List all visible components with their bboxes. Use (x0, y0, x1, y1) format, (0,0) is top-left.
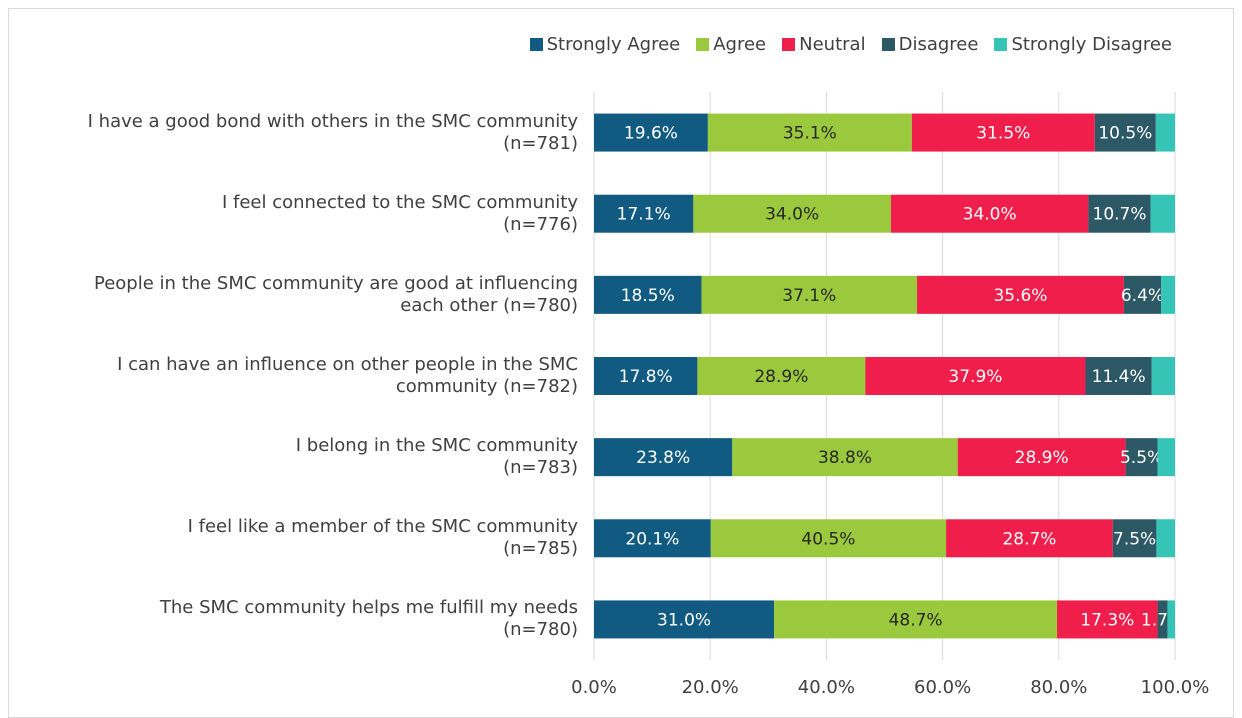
legend-item: Neutral (782, 34, 866, 55)
category-label: I have a good bond with others in the SM… (87, 110, 578, 154)
x-tick-label: 100.0% (1141, 677, 1210, 698)
bar-segment (1094, 113, 1156, 152)
bar-segment (1156, 519, 1175, 558)
bar-segment (594, 519, 711, 558)
bar-segment (946, 519, 1113, 558)
bar-segment (774, 600, 1058, 639)
legend-label: Strongly Agree (546, 34, 681, 55)
bar-segment (1167, 600, 1175, 639)
bar-segment (890, 194, 1089, 233)
data-label: 18.5% (621, 286, 675, 306)
category-label: I feel connected to the SMC community (n… (221, 191, 578, 235)
legend-label: Neutral (799, 34, 866, 55)
data-label: 17.3% (1080, 610, 1134, 630)
bar-segment (917, 275, 1124, 314)
data-label: 5.5% (1120, 448, 1163, 468)
legend-item: Strongly Agree (529, 34, 681, 55)
data-label: 28.9% (754, 367, 808, 387)
category-label: I can have an influence on other people … (117, 354, 578, 397)
bar-segment (594, 194, 694, 233)
bar-segment (1057, 600, 1158, 639)
data-label: 31.0% (657, 610, 711, 630)
bar-segment (1123, 275, 1162, 314)
x-tick-label: 20.0% (682, 677, 739, 698)
bar-segment (594, 438, 733, 477)
data-label: 31.5% (976, 124, 1030, 144)
bar-segment (701, 275, 918, 314)
category-label: I feel like a member of the SMC communit… (187, 516, 578, 560)
legend-label: Strongly Disagree (1011, 34, 1172, 55)
bar-segment (1150, 194, 1175, 233)
data-label: 19.6% (624, 124, 678, 144)
bar-segment (957, 438, 1126, 477)
bar-segment (732, 438, 958, 477)
data-label: 34.0% (963, 205, 1017, 225)
category-label: I belong in the SMC community (n=783) (295, 435, 578, 479)
bar-segment (594, 113, 708, 152)
bar-segment (1088, 194, 1151, 233)
x-tick-label: 60.0% (914, 677, 971, 698)
legend-item: Strongly Disagree (994, 34, 1172, 55)
data-label: 37.9% (948, 367, 1002, 387)
bar-segment (1151, 357, 1175, 395)
legend-swatch (696, 38, 710, 51)
legend-label: Disagree (898, 34, 979, 55)
x-tick-label: 40.0% (798, 677, 855, 698)
data-label: 11.4% (1092, 367, 1146, 387)
data-label: 20.1% (625, 529, 679, 549)
legend-item: Disagree (881, 34, 979, 55)
bar-segment (693, 194, 891, 233)
bar-segment (594, 600, 775, 639)
data-label: 6.4% (1121, 286, 1164, 306)
bar-segment (1155, 113, 1175, 152)
legend-item: Agree (696, 34, 766, 55)
bar-segment (697, 357, 866, 395)
data-label: 23.8% (636, 448, 690, 468)
bar-segment (1157, 600, 1168, 639)
category-label: The SMC community helps me fulfill my ne… (159, 597, 578, 641)
legend-swatch (529, 38, 543, 51)
x-tick-label: 80.0% (1030, 677, 1087, 698)
bar-segment (710, 519, 947, 558)
bar-segment (911, 113, 1095, 152)
data-label: 35.6% (993, 286, 1047, 306)
data-label: 10.5% (1098, 124, 1152, 144)
legend: Strongly Agree Agree Neutral Disagree Strong… (0, 34, 1242, 55)
legend-swatch (994, 38, 1008, 51)
legend-label: Agree (713, 34, 767, 55)
bar-segment (707, 113, 912, 152)
bar-segment (1125, 438, 1158, 477)
bar-segment (1112, 519, 1157, 558)
legend-swatch (782, 38, 796, 51)
bar-segment (1161, 275, 1175, 314)
data-label: 28.7% (1002, 529, 1056, 549)
data-label: 48.7% (889, 610, 943, 630)
bar-segment (1085, 357, 1152, 395)
data-label: 35.1% (783, 124, 837, 144)
data-label: 28.9% (1015, 448, 1069, 468)
data-label: 17.8% (619, 367, 673, 387)
bar-segment (1157, 438, 1175, 477)
data-label: 38.8% (818, 448, 872, 468)
data-label: 37.1% (782, 286, 836, 306)
data-label: 40.5% (801, 529, 855, 549)
x-tick-label: 0.0% (571, 677, 617, 698)
data-label: 10.7% (1093, 205, 1147, 225)
data-label: 17.1% (617, 205, 671, 225)
bar-segment (865, 357, 1086, 395)
data-label: 7.5% (1113, 529, 1156, 549)
data-label: 34.0% (765, 205, 819, 225)
bar-segment (594, 275, 702, 314)
legend-swatch (881, 38, 895, 51)
category-label: People in the SMC community are good at … (94, 272, 578, 316)
bar-segment (594, 357, 698, 395)
data-label: 1.7% (1141, 610, 1184, 630)
